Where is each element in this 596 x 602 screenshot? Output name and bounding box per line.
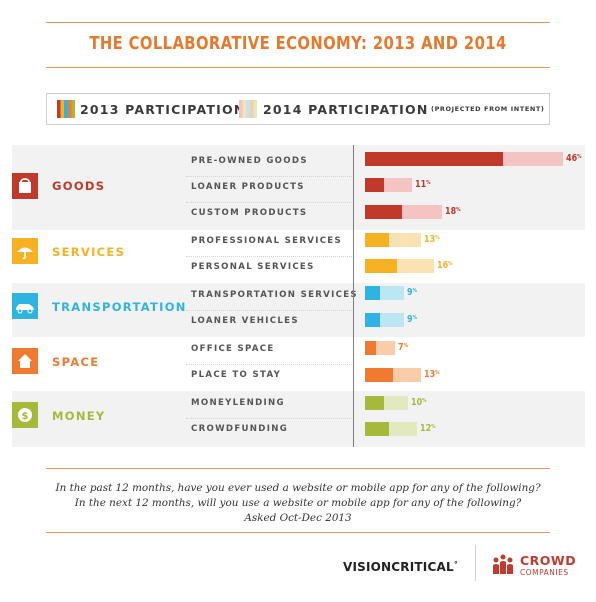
item-label-crowdfunding: CROWDFUNDING	[191, 424, 289, 434]
bar-2013-professional-services	[365, 233, 389, 247]
legend-label-2013: 2013 PARTICIPATION	[80, 102, 246, 117]
bar-2013-place-to-stay	[365, 368, 393, 382]
group-band-money	[12, 391, 585, 447]
bar-2013-loaner-products	[365, 178, 384, 192]
row-separator	[186, 202, 352, 203]
item-label-professional-services: PROFESSIONAL SERVICES	[191, 236, 342, 246]
value-label-crowdfunding: 12%	[420, 423, 436, 434]
coin-icon: $	[12, 402, 38, 428]
category-services: SERVICES	[52, 245, 126, 259]
value-label-place-to-stay: 13%	[424, 369, 440, 380]
row-separator	[186, 418, 352, 419]
item-label-place-to-stay: PLACE TO STAY	[191, 370, 282, 380]
value-label-transportation-services: 9%	[407, 287, 417, 298]
value-label-moneylending: 10%	[411, 397, 427, 408]
legend-note: (PROJECTED FROM INTENT)	[431, 105, 545, 113]
item-label-personal-services: PERSONAL SERVICES	[191, 262, 315, 272]
value-label-personal-services: 16%	[437, 260, 453, 271]
footer-rule-bottom	[46, 532, 550, 533]
row-separator	[186, 310, 352, 311]
item-label-loaner-vehicles: LOANER VEHICLES	[191, 316, 299, 326]
chart-title: THE COLLABORATIVE ECONOMY: 2013 AND 2014	[89, 33, 507, 54]
visioncritical-logo-text: VISIONCRITICAL	[343, 560, 454, 574]
title-rule	[46, 67, 550, 68]
bar-2013-custom-products	[365, 205, 402, 219]
footer-rule-top	[46, 468, 550, 469]
bar-2013-pre-owned-goods	[365, 152, 503, 166]
item-label-transportation-services: TRANSPORTATION SERVICES	[191, 290, 358, 300]
item-label-loaner-products: LOANER PRODUCTS	[191, 182, 305, 192]
legend: 2013 PARTICIPATION 2014 PARTICIPATION (P…	[46, 93, 550, 125]
item-label-pre-owned-goods: PRE-OWNED GOODS	[191, 156, 308, 166]
legend-label-2014: 2014 PARTICIPATION	[263, 102, 429, 117]
category-transportation: TRANSPORTATION	[52, 300, 187, 314]
item-label-moneylending: MONEYLENDING	[191, 398, 285, 408]
survey-date: Asked Oct-Dec 2013	[244, 512, 352, 524]
bar-2013-moneylending	[365, 396, 384, 410]
value-label-pre-owned-goods: 46%	[566, 153, 582, 164]
visioncritical-logo-mark: °	[453, 560, 459, 569]
value-label-office-space: 7%	[398, 342, 408, 353]
crowd-companies-logo-title: CROWD	[520, 553, 577, 568]
bar-2013-transportation-services	[365, 286, 380, 300]
umbrella-icon	[12, 238, 38, 264]
value-label-custom-products: 18%	[445, 206, 461, 217]
category-space: SPACE	[52, 355, 100, 369]
survey-question-next: In the next 12 months, will you use a we…	[74, 497, 522, 509]
visioncritical-logo: VISIONCRITICAL°	[343, 560, 458, 574]
bar-2013-loaner-vehicles	[365, 313, 380, 327]
svg-text:$: $	[22, 411, 29, 422]
legend-swatch-2013	[57, 100, 75, 118]
row-separator	[186, 364, 352, 365]
bar-2013-crowdfunding	[365, 422, 389, 436]
crowd-companies-logo-subtitle: COMPANIES	[520, 568, 569, 577]
value-label-loaner-vehicles: 9%	[407, 314, 417, 325]
top-rule	[46, 22, 550, 23]
house-icon	[12, 348, 38, 374]
survey-question-past: In the past 12 months, have you ever use…	[55, 482, 541, 494]
bar-2013-office-space	[365, 341, 376, 355]
item-label-office-space: OFFICE SPACE	[191, 344, 275, 354]
crowd-companies-icon	[490, 552, 516, 582]
row-separator	[186, 256, 352, 257]
car-icon	[12, 293, 38, 319]
value-label-professional-services: 13%	[424, 234, 440, 245]
value-label-loaner-products: 11%	[415, 179, 431, 190]
item-label-custom-products: CUSTOM PRODUCTS	[191, 208, 308, 218]
chart-axis	[353, 145, 354, 447]
category-money: MONEY	[52, 409, 106, 423]
row-separator	[186, 176, 352, 177]
category-goods: GOODS	[52, 179, 106, 193]
logo-divider	[475, 545, 476, 581]
shopping-bag-icon	[12, 173, 38, 199]
legend-swatch-2014	[239, 100, 257, 118]
bar-2013-personal-services	[365, 259, 397, 273]
